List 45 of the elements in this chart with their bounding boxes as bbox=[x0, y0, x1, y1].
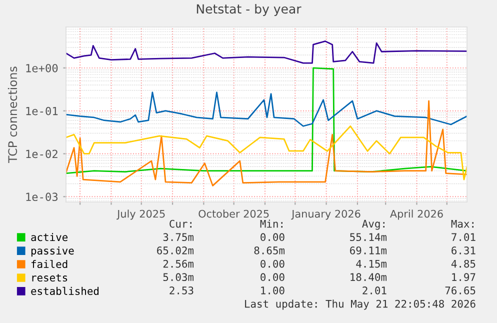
y-tick-label: 1e+00 bbox=[26, 64, 58, 72]
text: Max: bbox=[451, 220, 474, 228]
text: 2.53 bbox=[170, 286, 194, 294]
line-series bbox=[66, 92, 467, 127]
text: 3.75m bbox=[163, 233, 194, 242]
legend-label: resets bbox=[32, 274, 68, 282]
text: 1.97 bbox=[452, 273, 476, 282]
text: 4.85 bbox=[451, 260, 476, 268]
text: 0.00 bbox=[260, 260, 284, 268]
text: 7.01 bbox=[452, 233, 476, 242]
text: 4.15m bbox=[356, 260, 387, 268]
text: 0.00 bbox=[260, 233, 284, 242]
line-series bbox=[66, 125, 467, 180]
text: 6.31 bbox=[452, 246, 476, 254]
y-tick-label: 1e-01 bbox=[26, 106, 58, 116]
text: Cur: bbox=[170, 220, 192, 228]
text: 69.11m bbox=[350, 246, 387, 254]
line-series bbox=[66, 100, 467, 186]
text: 5.03m bbox=[163, 273, 194, 282]
x-tick-label: October 2025 bbox=[198, 210, 269, 218]
y-tick-label: 1e-03 bbox=[26, 192, 58, 202]
x-tick-label: January 2026 bbox=[291, 210, 360, 220]
text: Last update: Thu May 21 22:05:48 2026 bbox=[245, 300, 476, 310]
text: 1.00 bbox=[261, 286, 284, 294]
legend-label: failed bbox=[31, 260, 68, 268]
legend-label: established bbox=[31, 286, 99, 295]
line-series bbox=[66, 67, 467, 174]
chart-title: Netstat - by year bbox=[196, 4, 302, 16]
text: 2.01 bbox=[362, 286, 386, 294]
text: 18.40m bbox=[350, 273, 387, 282]
text: 65.02m bbox=[157, 246, 194, 254]
text: 76.65 bbox=[445, 286, 476, 294]
x-tick-label: April 2026 bbox=[390, 210, 443, 220]
line-series bbox=[66, 40, 467, 64]
text: 8.65m bbox=[254, 246, 285, 254]
text: 2.56m bbox=[163, 260, 194, 268]
y-axis-title: TCP connections bbox=[8, 66, 18, 163]
text: 55.14m bbox=[350, 233, 387, 242]
text: Avg: bbox=[362, 220, 384, 230]
x-tick-label: July 2025 bbox=[116, 210, 165, 220]
legend-label: active bbox=[31, 233, 68, 242]
text: 0.00 bbox=[260, 273, 284, 282]
y-tick-label: 1e-02 bbox=[26, 150, 58, 158]
text: Min: bbox=[260, 220, 282, 228]
legend-label: passive bbox=[31, 246, 74, 257]
